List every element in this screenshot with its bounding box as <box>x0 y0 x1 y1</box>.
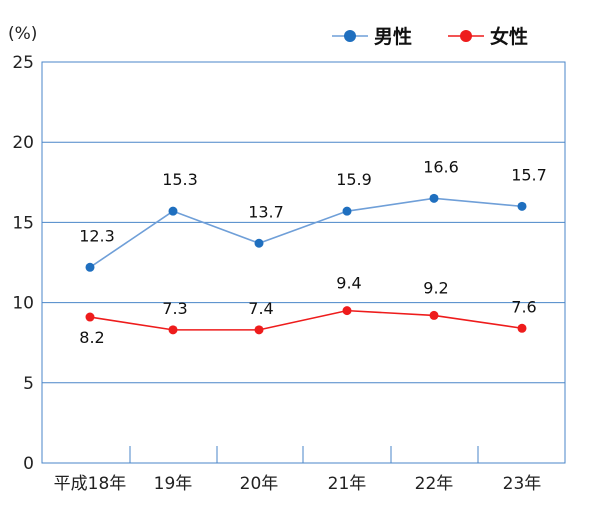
legend: 男性 女性 <box>332 25 528 48</box>
legend-item: 男性 <box>332 25 412 48</box>
x-tick-label: 22年 <box>415 474 454 494</box>
data-point <box>168 325 178 335</box>
data-point <box>517 201 527 211</box>
data-point <box>254 325 264 335</box>
y-tick-label: 0 <box>23 454 34 474</box>
legend-label: 男性 <box>374 25 412 48</box>
legend-marker <box>460 30 472 42</box>
data-label: 9.2 <box>423 278 448 297</box>
gridlines <box>42 141 565 384</box>
x-axis-ticks <box>129 446 479 463</box>
x-tick-label: 平成18年 <box>54 474 127 494</box>
x-tick-label: 23年 <box>503 474 542 494</box>
data-point <box>342 306 352 316</box>
x-tick-label: 21年 <box>328 474 367 494</box>
x-tick-label: 20年 <box>240 474 279 494</box>
data-point <box>168 206 178 216</box>
series-line <box>89 197 523 268</box>
legend-item: 女性 <box>448 25 528 48</box>
series-line <box>89 309 523 331</box>
legend-marker <box>344 30 356 42</box>
y-tick-label: 5 <box>23 374 34 394</box>
series-female: 8.2 7.3 7.4 9.4 9.2 7.6 <box>79 274 536 347</box>
data-point <box>85 312 95 322</box>
y-tick-label: 15 <box>12 213 34 233</box>
y-axis-labels: 0 5 10 15 20 25 <box>12 53 34 474</box>
data-label: 7.3 <box>162 299 187 318</box>
data-label: 7.6 <box>511 297 536 316</box>
data-point <box>429 310 439 320</box>
data-label: 16.6 <box>423 157 459 176</box>
data-point <box>517 323 527 333</box>
legend-label: 女性 <box>490 25 528 48</box>
x-tick-label: 19年 <box>154 474 193 494</box>
data-label: 7.4 <box>248 299 273 318</box>
data-label: 15.3 <box>162 170 198 189</box>
y-tick-label: 10 <box>12 294 34 314</box>
data-label: 15.7 <box>511 165 547 184</box>
data-label: 9.4 <box>336 274 361 293</box>
unit-label: (%) <box>8 24 37 44</box>
data-point <box>85 262 95 272</box>
data-label: 15.9 <box>336 170 372 189</box>
y-tick-label: 20 <box>12 133 34 153</box>
series-group: 12.3 15.3 13.7 15.9 16.6 15.7 8.2 7.3 7.4 9.4 9.2 7… <box>79 157 547 347</box>
data-label: 12.3 <box>79 226 115 245</box>
y-tick-label: 25 <box>12 53 34 73</box>
data-point <box>254 238 264 248</box>
x-axis-labels: 平成18年 19年 20年 21年 22年 23年 <box>54 474 542 494</box>
data-point <box>342 206 352 216</box>
data-label: 13.7 <box>248 202 284 221</box>
data-label: 8.2 <box>79 328 104 347</box>
series-male: 12.3 15.3 13.7 15.9 16.6 15.7 <box>79 157 547 272</box>
plot-frame <box>41 61 566 464</box>
data-point <box>429 193 439 203</box>
